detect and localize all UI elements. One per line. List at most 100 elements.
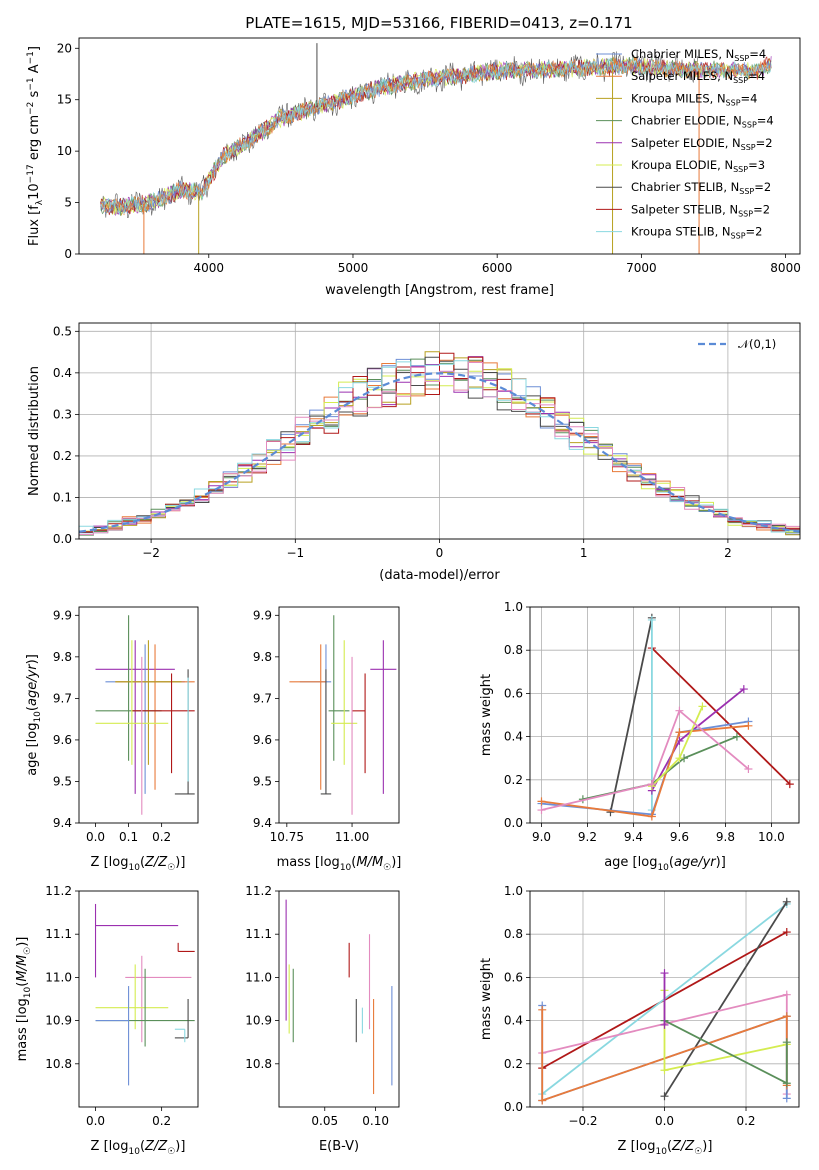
spectrum-ytick-label-0: 0: [64, 247, 72, 261]
weight-vs-age-marker-5-3: [744, 721, 753, 730]
mass-vs-Z-ytick-label-1: 10.9: [45, 1014, 72, 1028]
weight-vs-Z-ytick-label-4: 0.8: [504, 927, 523, 941]
spectrum-legend-label-6: Chabrier STELIB, NSSP=2: [631, 180, 771, 196]
spectrum-ytick-label-3: 15: [57, 93, 72, 107]
weight-vs-age-marker-8-3: [744, 765, 753, 773]
age-vs-mass-frame: [278, 606, 400, 824]
weight-vs-Z-marker-5-2: [782, 1012, 791, 1021]
spectrum-legend-label-5: Kroupa ELODIE, NSSP=3: [631, 158, 765, 174]
weight-vs-Z-frame: [529, 890, 800, 1108]
weight-vs-age-ytick-label-2: 0.4: [504, 730, 523, 744]
weight-vs-Z-marker-4-3: [782, 1094, 791, 1103]
weight-vs-Z-marker-3-1: [782, 990, 791, 999]
spectrum-xtick-label-1: 5000: [338, 261, 369, 275]
weight-vs-Z-xlabel: Z [log10(Z/Z☉)]: [618, 1139, 713, 1157]
residuals-ytick-label-2: 0.2: [53, 449, 72, 463]
spectrum-xtick-label-3: 7000: [626, 261, 657, 275]
mass-vs-ebv-xtick-label-0: 0.05: [311, 1114, 338, 1128]
weight-vs-age-line-8: [541, 709, 749, 811]
age-vs-Z-ytick-label-5: 9.9: [53, 608, 72, 622]
mass-vs-ebv-axes: [275, 890, 377, 1111]
spectrum-legend-label-2: Kroupa MILES, NSSP=4: [631, 91, 757, 107]
mass-vs-ebv-xtick-label-1: 0.10: [362, 1114, 389, 1128]
residuals-xtick-label-4: 2: [724, 546, 732, 560]
residuals-frame: [78, 322, 801, 540]
weight-vs-age-marker-5-2: [675, 728, 684, 737]
residuals-axes: [75, 323, 800, 543]
weight-vs-age-ytick-label-1: 0.2: [504, 773, 523, 787]
mass-vs-Z-ytick-label-0: 10.8: [45, 1057, 72, 1071]
age-vs-mass-xlabel: mass [log10(M/M☉)]: [277, 855, 402, 873]
residuals-xtick-label-3: 1: [580, 546, 588, 560]
weight-vs-age-axes: [526, 606, 799, 827]
age-vs-Z-axes: [75, 614, 163, 827]
age-vs-Z-ytick-label-2: 9.6: [53, 733, 72, 747]
weight-vs-Z-xtick-label-1: 0.0: [655, 1114, 674, 1128]
mass-vs-Z-ylabel: mass [log10(M/M☉)]: [15, 937, 33, 1062]
weight-vs-age-ytick-label-3: 0.6: [504, 686, 523, 700]
age-vs-mass-xtick-label-0: 10.75: [270, 830, 304, 844]
residuals-hist-pink: [78, 362, 800, 539]
spectrum-legend-label-7: Salpeter STELIB, NSSP=2: [631, 202, 770, 218]
mass-vs-ebv-ytick-label-3: 11.1: [245, 927, 272, 941]
weight-vs-age-xtick-label-3: 9.6: [670, 830, 689, 844]
weight-vs-age-marker-5-0: [537, 797, 546, 806]
weight-vs-Z-marker-8-0: [660, 969, 669, 978]
mass-vs-Z-frame: [78, 890, 199, 1108]
residuals-ytick-label-5: 0.5: [53, 324, 72, 338]
weight-vs-Z-marker-8-1: [660, 1020, 669, 1029]
age-vs-Z-xtick-label-0: 0.0: [86, 830, 105, 844]
spectrum-xtick-label-4: 8000: [770, 261, 801, 275]
weight-vs-age-xtick-label-4: 9.8: [716, 830, 735, 844]
weight-vs-age-xtick-label-1: 9.2: [578, 830, 597, 844]
weight-vs-Z-marker-0-1: [782, 928, 791, 937]
spectrum-ytick-label-2: 10: [57, 144, 72, 158]
weight-vs-Z-marker-2-1: [782, 897, 791, 906]
residuals-normal-curve: [78, 372, 801, 533]
age-vs-mass-ytick-label-0: 9.4: [253, 816, 272, 830]
weight-vs-age-xtick-label-0: 9.0: [532, 830, 551, 844]
residuals-xtick-label-1: −1: [286, 546, 304, 560]
weight-vs-age-line-1: [651, 647, 791, 785]
residuals-legend-label: 𝒩(0,1): [738, 337, 776, 351]
mass-vs-Z-axes: [75, 890, 163, 1111]
mass-vs-ebv-ytick-label-0: 10.8: [245, 1057, 272, 1071]
spectrum-frame: [78, 37, 801, 255]
spectrum-ytick-label-4: 20: [57, 41, 72, 55]
mass-vs-ebv-ytick-label-2: 11.0: [245, 970, 272, 984]
weight-vs-age-line-5: [541, 724, 749, 818]
age-vs-mass-ytick-label-3: 9.7: [253, 691, 272, 705]
spectrum-xtick-label-2: 6000: [482, 261, 513, 275]
mass-vs-Z-ytick-label-3: 11.1: [45, 927, 72, 941]
age-vs-Z-ytick-label-3: 9.7: [53, 691, 72, 705]
age-vs-mass-axes: [275, 614, 353, 827]
weight-vs-age-xlabel: age [log10(age/yr)]: [604, 855, 726, 873]
mass-vs-ebv-ytick-label-4: 11.2: [245, 884, 272, 898]
weight-vs-Z-marker-2-0: [660, 1092, 669, 1101]
age-vs-mass-ytick-label-1: 9.5: [253, 774, 272, 788]
age-vs-Z-ytick-label-0: 9.4: [53, 816, 72, 830]
age-vs-Z-xlabel: Z [log10(Z/Z☉)]: [91, 855, 186, 873]
weight-vs-age-line-4: [541, 720, 749, 816]
residuals-ytick-label-3: 0.3: [53, 407, 72, 421]
spectrum-ylabel: Flux [fλ10−17 erg cm−2 s−1 A−1]: [26, 46, 45, 246]
weight-vs-Z-marker-5-0: [538, 1005, 547, 1014]
weight-vs-Z-ytick-label-0: 0.0: [504, 1100, 523, 1114]
spectrum-xlabel: wavelength [Angstrom, rest frame]: [325, 283, 554, 298]
mass-vs-Z-xtick-label-0: 0.0: [86, 1114, 105, 1128]
weight-vs-Z-marker-5-1: [538, 1096, 547, 1105]
mass-vs-Z-xlabel: Z [log10(Z/Z☉)]: [91, 1139, 186, 1157]
weight-vs-age-line-0: [609, 617, 653, 813]
residuals-xtick-label-2: 0: [436, 546, 444, 560]
spectrum-line-kroupa-stelib: [100, 57, 772, 216]
mass-vs-ebv-xlabel: E(B-V): [319, 1139, 359, 1154]
mass-vs-ebv-ytick-label-1: 10.9: [245, 1014, 272, 1028]
residuals-hist-kroupa-stelib: [78, 360, 800, 539]
weight-vs-Z-ytick-label-1: 0.2: [504, 1057, 523, 1071]
weight-vs-age-marker-8-2: [675, 706, 684, 715]
residuals-xlabel: (data-model)/error: [379, 568, 500, 583]
mass-vs-Z-xtick-label-1: 0.2: [152, 1114, 171, 1128]
weight-vs-age-ytick-label-0: 0.0: [504, 816, 523, 830]
residuals-ytick-label-4: 0.4: [53, 366, 72, 380]
